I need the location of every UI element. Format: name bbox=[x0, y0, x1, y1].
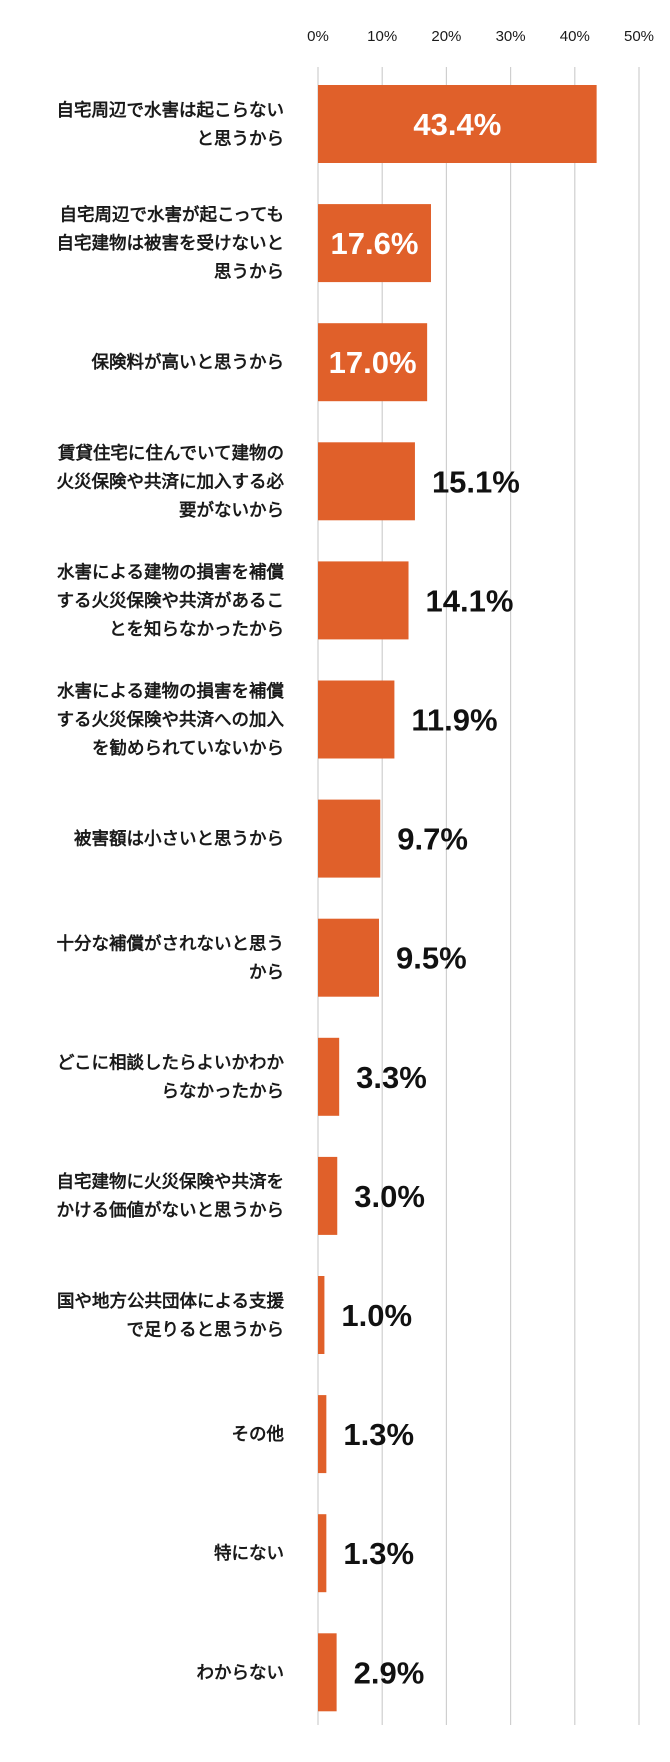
category-label-line: どこに相談したらよいかわか bbox=[57, 1053, 284, 1074]
category-label-line: から bbox=[249, 963, 284, 983]
bar bbox=[318, 918, 379, 997]
category-label-line: 賃貸住宅に住んでいて建物の bbox=[57, 443, 284, 464]
data-label: 1.0% bbox=[341, 1298, 412, 1333]
category-label-line: 火災保険や共済に加入する必 bbox=[57, 471, 285, 492]
bar bbox=[318, 561, 409, 640]
category-label-line: わからない bbox=[197, 1663, 285, 1683]
x-tick-label: 20% bbox=[431, 28, 461, 45]
category-label: 十分な補償がされないと思うから bbox=[57, 933, 285, 983]
category-label-line: かける価値がないと思うから bbox=[57, 1200, 285, 1221]
bar bbox=[318, 323, 428, 402]
x-tick-label: 40% bbox=[560, 28, 590, 45]
category-label: その他 bbox=[232, 1424, 285, 1445]
category-label: わからない bbox=[197, 1663, 285, 1683]
category-label: 保険料が高いと思うから bbox=[91, 352, 285, 373]
x-tick-label: 30% bbox=[496, 28, 526, 45]
bar bbox=[318, 1276, 325, 1354]
category-label-line: 要がないから bbox=[179, 500, 284, 521]
x-axis-ticks: 0% 10% 20% 30% 40% 50% bbox=[307, 28, 654, 45]
category-label-line: 自宅建物に火災保険や共済を bbox=[57, 1172, 285, 1193]
category-label-line: 十分な補償がされないと思う bbox=[57, 933, 285, 954]
bar bbox=[318, 1037, 340, 1116]
category-label-line: 水害による建物の損害を補償 bbox=[57, 562, 284, 583]
x-tick-label: 10% bbox=[367, 28, 397, 45]
category-labels: 自宅周辺で水害は起こらないと思うから自宅周辺で水害が起こっても自宅建物は被害を受… bbox=[57, 100, 285, 1684]
category-label-line: を勧められていないから bbox=[92, 738, 284, 759]
bar bbox=[318, 1633, 337, 1712]
data-label: 9.5% bbox=[396, 941, 467, 976]
category-label-line: する火災保険や共済への加入 bbox=[57, 710, 285, 731]
data-label: 9.7% bbox=[397, 822, 468, 857]
data-label: 1.3% bbox=[343, 1417, 414, 1452]
category-label: 自宅周辺で水害は起こらないと思うから bbox=[57, 100, 285, 150]
x-tick-label: 0% bbox=[307, 28, 329, 45]
bar bbox=[318, 442, 415, 521]
category-label-line: 自宅建物は被害を受けないと bbox=[57, 233, 285, 254]
category-label-line: 保険料が高いと思うから bbox=[91, 352, 285, 373]
category-label: 賃貸住宅に住んでいて建物の火災保険や共済に加入する必要がないから bbox=[57, 443, 285, 521]
x-tick-label: 50% bbox=[624, 28, 654, 45]
data-label: 3.0% bbox=[354, 1179, 425, 1214]
bar bbox=[318, 1156, 338, 1235]
category-label-line: 思うから bbox=[214, 263, 284, 283]
category-label-line: 水害による建物の損害を補償 bbox=[57, 681, 284, 702]
category-label-line: 自宅周辺で水害が起こっても bbox=[59, 205, 284, 226]
bar bbox=[318, 680, 395, 759]
category-label-line: で足りると思うから bbox=[127, 1320, 285, 1340]
category-label-line: らなかったから bbox=[162, 1082, 285, 1102]
data-label: 17.0% bbox=[329, 345, 417, 380]
category-label: どこに相談したらよいかわからなかったから bbox=[57, 1053, 284, 1103]
category-label: 国や地方公共団体による支援で足りると思うから bbox=[57, 1291, 284, 1341]
data-label: 43.4% bbox=[413, 107, 501, 142]
data-label: 2.9% bbox=[354, 1655, 425, 1690]
bar bbox=[318, 1395, 327, 1474]
category-label: 特にない bbox=[214, 1543, 284, 1564]
category-label-line: と思うから bbox=[197, 129, 285, 149]
category-label-line: する火災保険や共済があるこ bbox=[57, 590, 285, 611]
bar bbox=[318, 1514, 327, 1593]
category-label: 水害による建物の損害を補償する火災保険や共済への加入を勧められていないから bbox=[57, 681, 285, 759]
category-label: 自宅建物に火災保険や共済をかける価値がないと思うから bbox=[57, 1172, 285, 1222]
category-label: 水害による建物の損害を補償する火災保険や共済があることを知らなかったから bbox=[57, 562, 285, 640]
category-label: 自宅周辺で水害が起こっても自宅建物は被害を受けないと思うから bbox=[57, 205, 285, 283]
category-label-line: 被害額は小さいと思うから bbox=[74, 829, 284, 850]
bar bbox=[318, 799, 381, 878]
category-label-line: その他 bbox=[232, 1424, 285, 1445]
data-label: 11.9% bbox=[411, 703, 497, 738]
gridlines bbox=[317, 67, 640, 1725]
data-label: 14.1% bbox=[426, 583, 514, 618]
data-label: 3.3% bbox=[356, 1060, 427, 1095]
category-label: 被害額は小さいと思うから bbox=[74, 829, 284, 850]
data-label: 17.6% bbox=[331, 226, 419, 261]
data-label: 1.3% bbox=[343, 1536, 414, 1571]
bar bbox=[318, 85, 597, 163]
category-label-line: 特にない bbox=[214, 1543, 284, 1564]
bar bbox=[318, 204, 431, 283]
category-label-line: 自宅周辺で水害は起こらない bbox=[57, 100, 285, 121]
data-label: 15.1% bbox=[432, 464, 520, 499]
category-label-line: 国や地方公共団体による支援 bbox=[57, 1291, 284, 1312]
bars: 43.4% 17.6% 17.0% 15.1% 14.1% 11.9% 9.7% 9.5% 3.… bbox=[318, 85, 597, 1712]
category-label-line: とを知らなかったから bbox=[109, 619, 284, 640]
